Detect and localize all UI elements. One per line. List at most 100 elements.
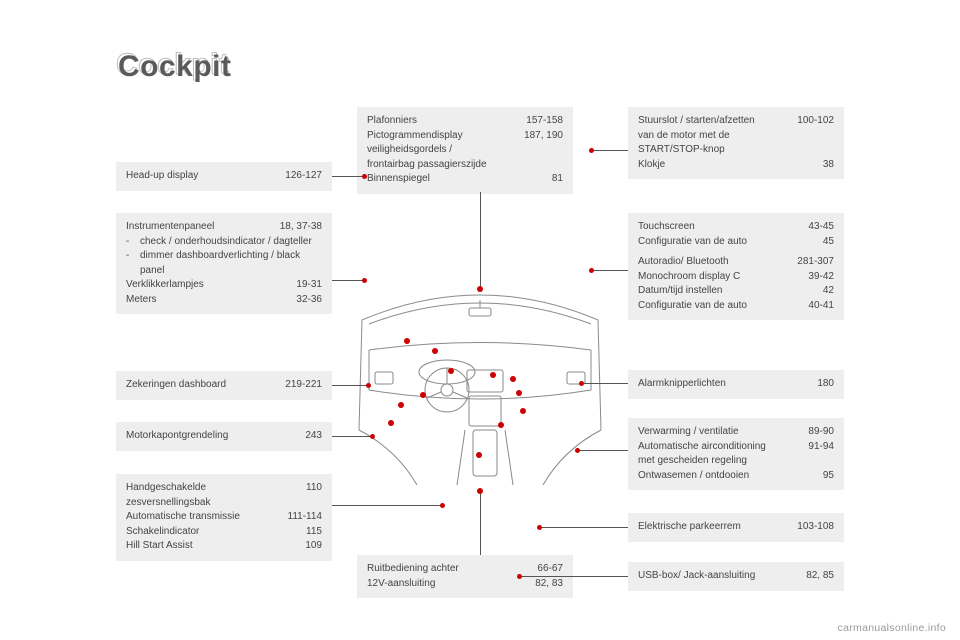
leader xyxy=(332,280,364,281)
picto-pages: 187, 190 xyxy=(509,129,563,173)
callout-dot xyxy=(520,408,526,414)
box-epb: Elektrische parkeerrem 103-108 xyxy=(628,513,844,542)
leader xyxy=(520,576,628,577)
leader xyxy=(332,505,442,506)
leader xyxy=(592,150,628,151)
footer-watermark: carmanualsonline.info xyxy=(838,622,946,634)
gear-auto-label: Automatische transmissie xyxy=(126,510,268,525)
box-ceiling: Plafonniers 157-158 Pictogrammendisplay … xyxy=(357,107,573,194)
box-hvac: Verwarming / ventilatie 89-90 Automatisc… xyxy=(628,418,844,490)
fuses-label: Zekeringen dashboard xyxy=(126,378,268,393)
callout-dot xyxy=(432,348,438,354)
box-gearbox: Handgeschakelde zesversnellingsbak 110 A… xyxy=(116,474,332,561)
v12-pages: 82, 83 xyxy=(509,577,563,592)
leader xyxy=(592,270,628,271)
bonnet-label: Motorkapontgrendeling xyxy=(126,429,268,444)
box-hazard: Alarmknipperlichten 180 xyxy=(628,370,844,399)
box-fuses: Zekeringen dashboard 219-221 xyxy=(116,371,332,400)
picto-label: Pictogrammendisplay veiligheidsgordels /… xyxy=(367,129,509,173)
defrost-label: Ontwasemen / ontdooien xyxy=(638,469,780,484)
leader xyxy=(480,492,481,555)
instr-panel-pages: 18, 37-38 xyxy=(268,220,322,235)
epb-pages: 103-108 xyxy=(780,520,834,535)
instr-bul1: check / onderhoudsindicator / dagteller xyxy=(140,235,322,250)
rear-label: Ruitbediening achter xyxy=(367,562,509,577)
gear-man-pages: 110 xyxy=(268,481,322,510)
lock-label: Stuurslot / starten/afzetten van de moto… xyxy=(638,114,780,158)
leader xyxy=(578,450,628,451)
callout-dot xyxy=(510,376,516,382)
callout-dot xyxy=(388,420,394,426)
usb-pages: 82, 85 xyxy=(780,569,834,584)
box-usb: USB-box/ Jack-aansluiting 82, 85 xyxy=(628,562,844,591)
dt-label: Datum/tijd instellen xyxy=(638,284,780,299)
plaf-label: Plafonniers xyxy=(367,114,509,129)
leader xyxy=(480,192,481,288)
lock-pages: 100-102 xyxy=(780,114,834,158)
callout-dot xyxy=(476,452,482,458)
callout-dot xyxy=(398,402,404,408)
mono-label: Monochroom display C xyxy=(638,270,780,285)
gear-hill-label: Hill Start Assist xyxy=(126,539,268,554)
box-touchscreen: Touchscreen 43-45 Configuratie van de au… xyxy=(628,213,844,320)
defrost-pages: 95 xyxy=(780,469,834,484)
callout-dot xyxy=(448,368,454,374)
leader xyxy=(540,527,628,528)
hud-label: Head-up display xyxy=(126,169,268,184)
ac-label: Automatische airconditioning met geschei… xyxy=(638,440,780,469)
instr-bul2: dimmer dashboardverlichting / black pane… xyxy=(140,249,322,278)
instr-meters-pages: 32-36 xyxy=(268,293,322,308)
leader xyxy=(332,436,372,437)
hazard-label: Alarmknipperlichten xyxy=(638,377,780,392)
cfg2-pages: 40-41 xyxy=(780,299,834,314)
fuses-pages: 219-221 xyxy=(268,378,322,393)
v12-label: 12V-aansluiting xyxy=(367,577,509,592)
heat-pages: 89-90 xyxy=(780,425,834,440)
ts-pages: 43-45 xyxy=(780,220,834,235)
callout-dot xyxy=(477,286,483,292)
radio-label: Autoradio/ Bluetooth xyxy=(638,255,780,270)
gear-auto-pages: 111-114 xyxy=(268,510,322,525)
gear-shift-pages: 115 xyxy=(268,525,322,540)
hazard-pages: 180 xyxy=(780,377,834,392)
box-bonnet: Motorkapontgrendeling 243 xyxy=(116,422,332,451)
mirror-label: Binnenspiegel xyxy=(367,172,509,187)
callout-dot xyxy=(420,392,426,398)
cockpit-illustration xyxy=(357,280,603,490)
callout-dot xyxy=(404,338,410,344)
leader xyxy=(582,383,628,384)
box-instruments: Instrumentenpaneel 18, 37-38 check / ond… xyxy=(116,213,332,314)
page-title: Cockpit xyxy=(118,50,232,84)
epb-label: Elektrische parkeerrem xyxy=(638,520,780,535)
box-hud: Head-up display 126-127 xyxy=(116,162,332,191)
gear-hill-pages: 109 xyxy=(268,539,322,554)
hud-pages: 126-127 xyxy=(268,169,322,184)
leader xyxy=(332,385,368,386)
mono-pages: 39-42 xyxy=(780,270,834,285)
callout-dot xyxy=(477,488,483,494)
gear-man-label: Handgeschakelde zesversnellingsbak xyxy=(126,481,268,510)
ac-pages: 91-94 xyxy=(780,440,834,469)
cfg1-label: Configuratie van de auto xyxy=(638,235,780,250)
ts-label: Touchscreen xyxy=(638,220,780,235)
usb-label: USB-box/ Jack-aansluiting xyxy=(638,569,780,584)
instr-warn-label: Verklikkerlampjes xyxy=(126,278,268,293)
dt-pages: 42 xyxy=(780,284,834,299)
instr-meters-label: Meters xyxy=(126,293,268,308)
cfg2-label: Configuratie van de auto xyxy=(638,299,780,314)
box-startstop: Stuurslot / starten/afzetten van de moto… xyxy=(628,107,844,179)
instr-panel-label: Instrumentenpaneel xyxy=(126,220,268,235)
bonnet-pages: 243 xyxy=(268,429,322,444)
instr-warn-pages: 19-31 xyxy=(268,278,322,293)
radio-pages: 281-307 xyxy=(780,255,834,270)
callout-dot xyxy=(516,390,522,396)
gear-shift-label: Schakelindicator xyxy=(126,525,268,540)
callout-dot xyxy=(498,422,504,428)
clock-pages: 38 xyxy=(780,158,834,173)
callout-dot xyxy=(490,372,496,378)
leader xyxy=(332,176,364,177)
clock-label: Klokje xyxy=(638,158,780,173)
mirror-pages: 81 xyxy=(509,172,563,187)
heat-label: Verwarming / ventilatie xyxy=(638,425,780,440)
plaf-pages: 157-158 xyxy=(509,114,563,129)
